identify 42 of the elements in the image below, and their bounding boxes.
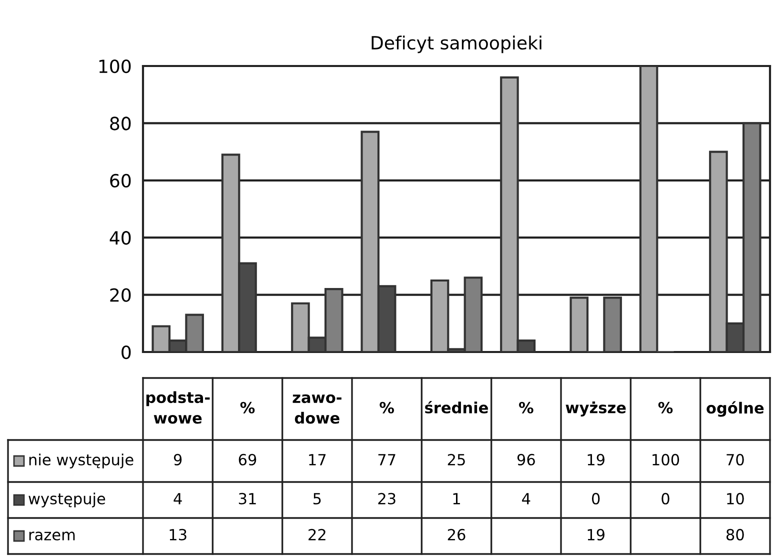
data-label: 31 (238, 492, 256, 504)
data-label: 13 (170, 528, 186, 540)
data-label: 0 (592, 492, 600, 504)
legend-label: występuje (28, 492, 106, 508)
data-label: 26 (448, 528, 466, 540)
data-label: 69 (238, 454, 256, 466)
x-tick-label: zawo- dowe (292, 394, 342, 424)
y-tick-label: 80 (110, 116, 131, 130)
x-tick-label: % (519, 402, 534, 414)
data-label: 4 (522, 493, 530, 504)
data-label: 4 (174, 493, 182, 504)
x-tick-label: wyższe (566, 402, 626, 416)
data-label: 10 (727, 492, 744, 504)
data-label: 19 (588, 528, 604, 540)
y-tick-label: 100 (99, 59, 131, 74)
x-tick-label: podsta- wowe (146, 391, 210, 424)
x-tick-label: ogólne (706, 401, 764, 417)
data-label: 23 (378, 492, 396, 504)
data-label: 17 (309, 454, 326, 466)
y-tick-label: 40 (110, 231, 131, 245)
data-label: 1 (453, 493, 460, 504)
data-label: 5 (313, 493, 321, 504)
x-tick-label: % (240, 402, 255, 414)
data-label: 9 (174, 454, 182, 466)
data-label: 22 (308, 528, 326, 540)
data-label: 100 (652, 454, 680, 466)
y-tick-label: 60 (110, 174, 131, 188)
data-label: 25 (448, 454, 465, 466)
y-tick-label: 0 (122, 345, 131, 360)
data-label: 19 (588, 454, 604, 466)
chart-title: Deficyt samoopieki (372, 36, 542, 54)
x-tick-label: średnie (425, 400, 488, 414)
data-label: 70 (726, 454, 744, 466)
data-label: 96 (517, 454, 535, 466)
x-tick-label: % (658, 402, 673, 414)
data-label: 80 (726, 528, 744, 540)
y-tick-label: 20 (110, 288, 131, 302)
legend-label: nie występuje (29, 454, 134, 468)
x-tick-label: % (380, 402, 394, 414)
legend-label: razem (29, 532, 75, 540)
data-label: 0 (662, 492, 670, 504)
data-label: 77 (378, 454, 396, 466)
